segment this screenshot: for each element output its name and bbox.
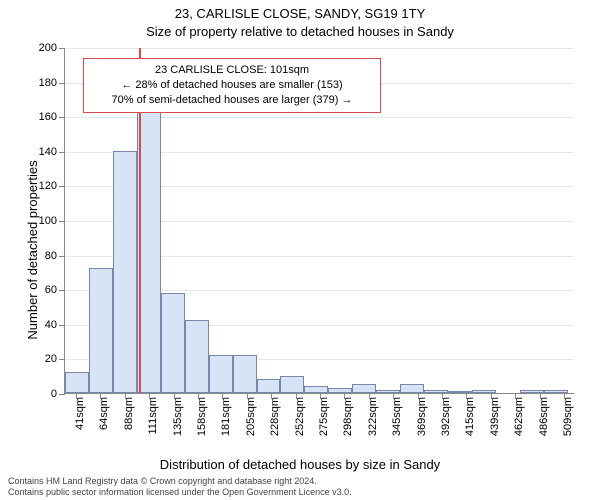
x-tick-label: 392sqm xyxy=(440,397,452,436)
y-tick-label: 20 xyxy=(25,353,57,365)
y-tick-label: 40 xyxy=(25,319,57,331)
x-tick-label: 41sqm xyxy=(74,397,86,430)
x-axis-label: Distribution of detached houses by size … xyxy=(0,457,600,472)
x-tick-label: 415sqm xyxy=(464,397,476,436)
property-annotation: 23 CARLISLE CLOSE: 101sqm← 28% of detach… xyxy=(83,58,381,113)
histogram-bar xyxy=(304,386,328,393)
property-size-histogram: 23, CARLISLE CLOSE, SANDY, SG19 1TY Size… xyxy=(0,0,600,500)
histogram-bar xyxy=(113,151,137,393)
x-tick-label: 252sqm xyxy=(294,397,306,436)
histogram-bar xyxy=(280,376,304,393)
y-tick-label: 160 xyxy=(25,111,57,123)
footer-line-1: Contains HM Land Registry data © Crown c… xyxy=(8,476,592,487)
x-tick-label: 228sqm xyxy=(269,397,281,436)
chart-subtitle: Size of property relative to detached ho… xyxy=(0,24,600,39)
histogram-bar xyxy=(209,355,233,393)
annotation-line: 23 CARLISLE CLOSE: 101sqm xyxy=(90,63,374,78)
y-tick-label: 200 xyxy=(25,42,57,54)
histogram-bar xyxy=(161,293,185,393)
histogram-bar xyxy=(328,388,352,393)
x-tick-label: 158sqm xyxy=(196,397,208,436)
chart-title-address: 23, CARLISLE CLOSE, SANDY, SG19 1TY xyxy=(0,6,600,21)
footer-line-2: Contains public sector information licen… xyxy=(8,487,592,498)
x-tick-label: 486sqm xyxy=(538,397,550,436)
annotation-line: 70% of semi-detached houses are larger (… xyxy=(90,93,374,108)
x-tick-label: 322sqm xyxy=(367,397,379,436)
y-tick-label: 60 xyxy=(25,284,57,296)
histogram-bar xyxy=(472,390,496,393)
x-tick-label: 298sqm xyxy=(342,397,354,436)
x-tick-label: 462sqm xyxy=(513,397,525,436)
x-tick-label: 88sqm xyxy=(123,397,135,430)
x-tick-label: 345sqm xyxy=(391,397,403,436)
histogram-bar xyxy=(448,391,472,393)
x-tick-label: 369sqm xyxy=(416,397,428,436)
histogram-bar xyxy=(352,384,376,393)
histogram-bar xyxy=(400,384,424,393)
x-tick-label: 135sqm xyxy=(172,397,184,436)
x-tick-label: 64sqm xyxy=(98,397,110,430)
x-tick-label: 275sqm xyxy=(318,397,330,436)
histogram-bar xyxy=(233,355,257,393)
y-tick-label: 0 xyxy=(25,388,57,400)
annotation-line: ← 28% of detached houses are smaller (15… xyxy=(90,78,374,93)
y-tick-label: 100 xyxy=(25,215,57,227)
plot-area: 02040608010012014016018020041sqm64sqm88s… xyxy=(64,48,574,394)
histogram-bar xyxy=(65,372,89,393)
histogram-bar xyxy=(376,390,400,393)
y-tick-label: 180 xyxy=(25,77,57,89)
x-tick-label: 111sqm xyxy=(147,397,159,435)
y-tick-label: 140 xyxy=(25,146,57,158)
histogram-bar xyxy=(257,379,281,393)
y-tick-label: 120 xyxy=(25,180,57,192)
x-tick-label: 205sqm xyxy=(245,397,257,436)
y-tick-label: 80 xyxy=(25,250,57,262)
attribution-footer: Contains HM Land Registry data © Crown c… xyxy=(8,476,592,499)
x-tick-label: 509sqm xyxy=(562,397,574,436)
histogram-bar xyxy=(185,320,209,393)
histogram-bar xyxy=(424,390,448,393)
x-tick-label: 181sqm xyxy=(220,397,232,436)
x-tick-label: 439sqm xyxy=(489,397,501,436)
histogram-bar xyxy=(89,268,113,393)
